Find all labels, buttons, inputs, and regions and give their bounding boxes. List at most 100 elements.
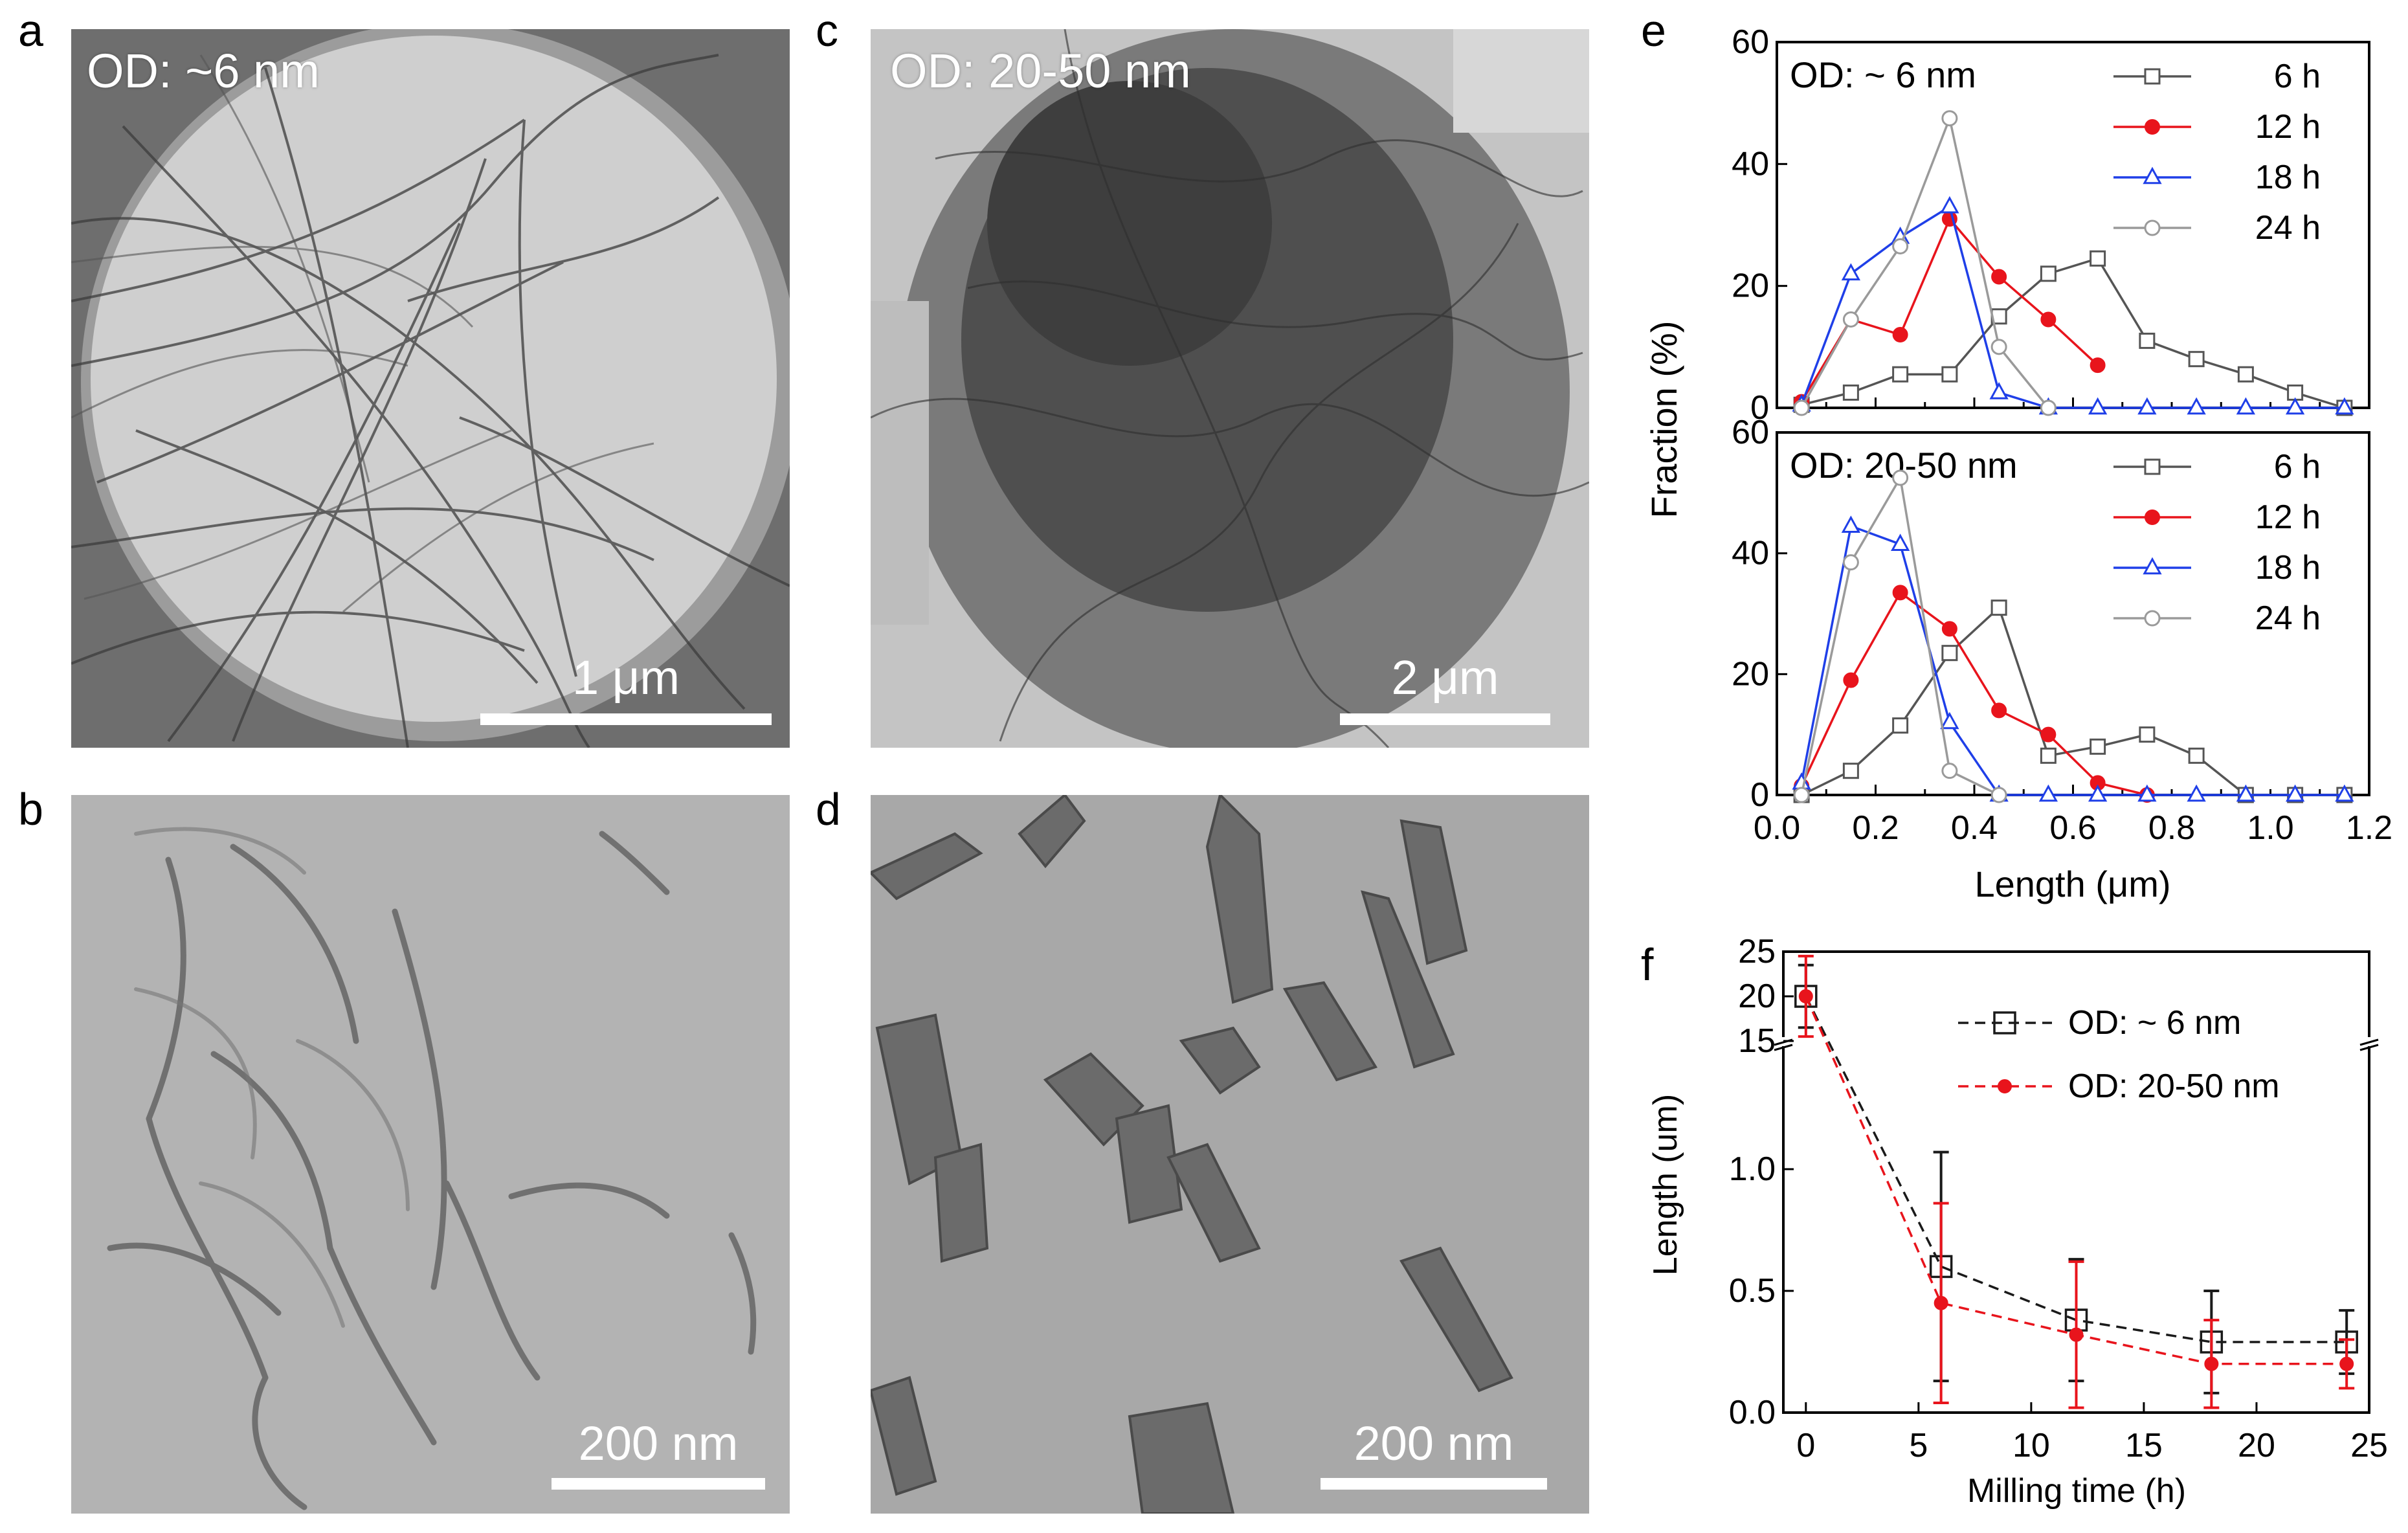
panel-letter-c: c: [816, 5, 838, 56]
y-axis-label-e: Fraction (%): [1644, 321, 1684, 519]
charts-e-f: 0 20 40 60 OD: ~ 6 nm 6 h 12 h 18 h 24 h 0 20 40 60 0…: [1644, 23, 2392, 1510]
y-tick-label-e-top: 20: [1732, 267, 1769, 305]
scale-bar-a: [480, 713, 772, 725]
x-axis-label-f: Milling time (h): [1967, 1472, 2186, 1510]
data-point-6h-e-top: [1941, 366, 1958, 383]
y-tick-label-f: 20: [1738, 978, 1776, 1015]
data-point-18h-e-top: [1841, 263, 1861, 281]
scale-label-d: 200 nm: [1354, 1416, 1514, 1470]
x-tick-label-f: 15: [2125, 1427, 2163, 1464]
panel-title-e-top: OD: ~ 6 nm: [1790, 54, 1976, 95]
micrograph-a-label: OD: ~6 nm: [87, 44, 320, 98]
data-point-18h-e-top: [2088, 397, 2108, 415]
micrograph-c-image: [871, 29, 1589, 748]
data-point-18h-e-bottom: [2236, 784, 2256, 802]
data-point-24h-e-bottom: [1842, 554, 1859, 571]
y-tick-label-e-bottom: 40: [1732, 535, 1769, 572]
legend-label-f: OD: ~ 6 nm: [2068, 1004, 2241, 1042]
data-point-12h-e-top: [1892, 327, 1908, 342]
legend-marker-e-bottom: [2145, 509, 2160, 525]
data-point-18h-e-bottom: [1890, 533, 1910, 551]
data-point-6h-e-top: [2237, 366, 2254, 383]
x-axis-label-e: Length (μm): [1974, 864, 2170, 904]
data-point-6h-e-top: [2139, 332, 2156, 349]
legend-marker-e-bottom: [2144, 610, 2161, 627]
data-point-6h-e-bottom: [1990, 599, 2007, 616]
legend-label-e-bottom: 24 h: [2255, 599, 2321, 637]
data-point-12h-e-top: [2090, 357, 2106, 374]
y-tick-label-e-bottom: 20: [1732, 655, 1769, 693]
data-point-12h-e-bottom: [1843, 672, 1859, 688]
panel-letter-e: e: [1641, 5, 1666, 56]
x-tick-label-e-bottom: 0.6: [2049, 809, 2096, 847]
data-point-24h-e-bottom: [1793, 787, 1810, 803]
data-point-24h-e-bottom: [1941, 763, 1958, 779]
data-point-18h-e-bottom: [2335, 784, 2354, 802]
panel-letter-a: a: [18, 5, 43, 56]
x-tick-label-f: 25: [2350, 1427, 2388, 1464]
micrograph-d: 200 nm: [871, 795, 1589, 1514]
data-point-6h-e-top: [2090, 250, 2106, 267]
data-point-f-1: [2069, 1327, 2084, 1342]
data-point-6h-e-bottom: [1941, 645, 1958, 662]
y-tick-label-e-top: 40: [1732, 145, 1769, 183]
data-point-18h-e-top: [2285, 397, 2305, 415]
series-line-12h-e-bottom: [1800, 590, 2148, 796]
x-tick-label-e-bottom: 0.8: [2148, 809, 2195, 847]
data-point-6h-e-bottom: [2139, 726, 2156, 743]
data-point-18h-e-bottom: [2088, 784, 2108, 802]
scale-label-b: 200 nm: [578, 1416, 739, 1470]
data-point-24h-e-top: [1842, 311, 1859, 328]
data-point-24h-e-top: [1990, 339, 2007, 355]
data-point-24h-e-bottom: [1990, 787, 2007, 803]
data-point-12h-e-bottom: [2040, 726, 2057, 743]
scale-bar-c: [1340, 713, 1550, 725]
y-tick-label-f: 15: [1738, 1022, 1776, 1060]
legend-marker-e-top: [2145, 119, 2160, 135]
x-tick-label-f: 5: [1909, 1427, 1928, 1464]
legend-label-f: OD: 20-50 nm: [2068, 1068, 2280, 1105]
data-point-f-1: [1934, 1295, 1948, 1310]
y-tick-label-e-top: 60: [1732, 23, 1769, 61]
y-tick-label-f: 0.0: [1729, 1394, 1776, 1431]
data-point-6h-e-top: [1842, 384, 1859, 401]
series-line-18h-e-bottom: [1800, 524, 2345, 796]
data-point-6h-e-bottom: [1892, 717, 1909, 734]
y-tick-label-f: 0.5: [1729, 1272, 1776, 1310]
legend-label-e-top: 12 h: [2255, 108, 2321, 146]
data-point-f-1: [2204, 1356, 2219, 1371]
data-point-24h-e-top: [1892, 238, 1909, 254]
y-tick-label-e-bottom: 60: [1732, 414, 1769, 451]
data-point-12h-e-bottom: [1991, 702, 2007, 719]
legend-label-e-top: 18 h: [2255, 159, 2321, 196]
y-tick-label-e-top: 0: [1750, 389, 1769, 427]
data-point-f-1: [1798, 989, 1813, 1003]
data-point-18h-e-bottom: [2137, 784, 2157, 802]
legend-label-e-bottom: 6 h: [2274, 448, 2321, 486]
x-tick-label-f: 0: [1796, 1427, 1815, 1464]
data-point-6h-e-top: [1892, 366, 1909, 383]
data-point-18h-e-top: [2236, 397, 2256, 415]
data-point-6h-e-bottom: [1842, 763, 1859, 779]
legend-marker-f: [1998, 1079, 2012, 1093]
data-point-6h-e-bottom: [2188, 747, 2205, 764]
micrograph-b-image: [71, 795, 790, 1514]
data-point-6h-e-bottom: [2040, 747, 2057, 764]
x-tick-label-e-bottom: 1.0: [2247, 809, 2293, 847]
data-point-24h-e-top: [1793, 399, 1810, 416]
data-point-24h-e-top: [2040, 399, 2057, 416]
legend-label-e-bottom: 18 h: [2255, 549, 2321, 587]
panel-letter-b: b: [18, 784, 43, 834]
scale-bar-b: [552, 1478, 765, 1490]
data-point-24h-e-bottom: [1892, 469, 1909, 486]
x-tick-label-f: 20: [2238, 1427, 2275, 1464]
legend-marker-f: [1993, 1011, 2016, 1035]
data-point-18h-e-top: [2137, 397, 2157, 415]
scale-label-c: 2 μm: [1391, 651, 1499, 704]
y-axis-label-f: Length (um): [1647, 1094, 1684, 1275]
data-point-18h-e-top: [2187, 397, 2206, 415]
legend-marker-e-top: [2144, 219, 2161, 236]
data-point-6h-e-top: [2188, 351, 2205, 368]
axis-break-mark: [2359, 1038, 2379, 1046]
data-point-18h-e-top: [1940, 196, 1959, 214]
